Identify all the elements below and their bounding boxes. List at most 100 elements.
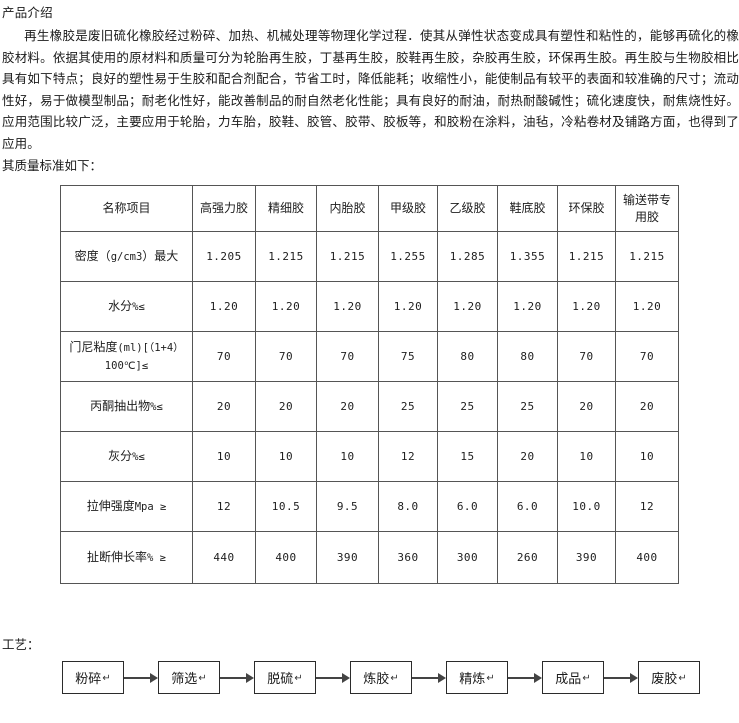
table-cell: 75: [378, 331, 438, 382]
table-header-cell-8: 输送带专 用胶: [615, 185, 679, 232]
table-cell: 1.355: [497, 231, 558, 282]
pilcrow-icon: ↵: [294, 673, 303, 684]
table-cell: 1.285: [437, 231, 498, 282]
table-header-cell-2: 精细胶: [255, 185, 317, 232]
process-label: 工艺：: [2, 637, 40, 652]
table-header-cell-4: 甲级胶: [378, 185, 438, 232]
table-row: 门尼粘度(ml)[（1+4） 100℃]≤ 70 70 70 75 80 80 7…: [60, 331, 679, 382]
header-line-1: 输送带专: [622, 192, 671, 207]
table-cell: 20: [615, 381, 679, 432]
product-intro-section: 产品介绍 再生橡胶是废旧硫化橡胶经过粉碎、加热、机械处理等物理化学过程．使其从弹…: [2, 4, 739, 154]
flow-step-label: 成品: [555, 672, 582, 687]
arrow-head: [630, 672, 638, 683]
table-cell: 70: [557, 331, 616, 382]
table-cell: 20: [255, 381, 317, 432]
flow-step-label: 脱硫: [267, 672, 294, 687]
table-cell: 70: [255, 331, 317, 382]
label-line2: 100℃]≤: [104, 359, 149, 372]
arrow-shaft: [508, 676, 535, 679]
table-cell: 10: [255, 431, 317, 482]
pilcrow-icon: ↵: [390, 673, 399, 684]
table-cell: 6.0: [437, 481, 498, 532]
arrow-head: [150, 672, 158, 683]
flow-step-waste-rubber: 废胶 ↵: [638, 661, 700, 694]
table-cell: 400: [255, 531, 317, 584]
specification-table: 名称项目 高强力胶 精细胶 内胎胶 甲级胶 乙级胶 鞋底胶 环保胶 输送带专 用胶…: [60, 185, 679, 584]
table-cell: 440: [192, 531, 256, 584]
table-cell: 260: [497, 531, 558, 584]
table-row: 拉伸强度Mpa ≥ 12 10.5 9.5 8.0 6.0 6.0 10.0 1…: [60, 481, 679, 532]
table-header-cell-6: 鞋底胶: [497, 185, 558, 232]
flow-step-crushing: 粉碎 ↵: [62, 661, 124, 694]
table-cell: 25: [437, 381, 498, 432]
table-cell: 25: [378, 381, 438, 432]
table-row: 密度（g/cm3）最大 1.205 1.215 1.215 1.255 1.28…: [60, 231, 679, 282]
flow-arrow-icon: [220, 672, 254, 683]
table-cell: 1.20: [497, 281, 558, 332]
label-post: ）最大: [142, 248, 179, 263]
pilcrow-icon: ↵: [102, 673, 111, 684]
arrow-shaft: [604, 676, 631, 679]
table-cell: 1.20: [255, 281, 317, 332]
pilcrow-icon: ↵: [582, 673, 591, 684]
quality-standards-label: 其质量标准如下：: [2, 158, 103, 173]
table-header-cell-7: 环保胶: [557, 185, 616, 232]
arrow-shaft: [316, 676, 343, 679]
label-pre: 丙酮抽出物: [90, 398, 151, 413]
table-cell: 1.20: [192, 281, 256, 332]
table-cell: 1.20: [557, 281, 616, 332]
label-line1-pre: 门尼粘度: [69, 339, 118, 354]
table-cell: 1.215: [557, 231, 616, 282]
table-cell: 1.20: [437, 281, 498, 332]
arrow-head: [438, 672, 446, 683]
table-cell: 70: [316, 331, 379, 382]
flow-step-label: 精炼: [459, 672, 486, 687]
table-cell: 1.20: [615, 281, 679, 332]
arrow-head: [246, 672, 254, 683]
arrow-shaft: [220, 676, 247, 679]
table-cell: 70: [192, 331, 256, 382]
table-cell: 20: [316, 381, 379, 432]
table-cell: 1.215: [615, 231, 679, 282]
label-unit: %≤: [150, 400, 163, 413]
table-cell: 390: [316, 531, 379, 584]
label-unit: %≤: [132, 300, 145, 313]
arrow-head: [342, 672, 350, 683]
table-row: 水分%≤ 1.20 1.20 1.20 1.20 1.20 1.20 1.20 …: [60, 281, 679, 332]
flow-arrow-icon: [508, 672, 542, 683]
row-label-acetone-extract: 丙酮抽出物%≤: [60, 381, 193, 432]
table-row: 扯断伸长率% ≥ 440 400 390 360 300 260 390 400: [60, 531, 679, 584]
label-pre: 水分: [108, 298, 133, 313]
flow-step-refining: 精炼 ↵: [446, 661, 508, 694]
pilcrow-icon: ↵: [678, 673, 687, 684]
table-cell: 300: [437, 531, 498, 584]
table-header-row: 名称项目 高强力胶 精细胶 内胎胶 甲级胶 乙级胶 鞋底胶 环保胶 输送带专 用胶: [60, 185, 679, 232]
table-cell: 80: [437, 331, 498, 382]
table-cell: 10: [192, 431, 256, 482]
flow-step-label: 粉碎: [75, 672, 102, 687]
table-cell: 390: [557, 531, 616, 584]
pilcrow-icon: ↵: [198, 673, 207, 684]
table-cell: 70: [615, 331, 679, 382]
table-cell: 6.0: [497, 481, 558, 532]
row-label-density: 密度（g/cm3）最大: [60, 231, 193, 282]
table-cell: 10.5: [255, 481, 317, 532]
label-unit: %≤: [132, 450, 145, 463]
table-cell: 1.255: [378, 231, 438, 282]
pilcrow-icon: ↵: [486, 673, 495, 684]
table-cell: 15: [437, 431, 498, 482]
table-cell: 10.0: [557, 481, 616, 532]
table-header-cell-3: 内胎胶: [316, 185, 379, 232]
arrow-head: [534, 672, 542, 683]
flow-arrow-icon: [124, 672, 158, 683]
table-cell: 10: [557, 431, 616, 482]
row-label-elongation-at-break: 扯断伸长率% ≥: [60, 531, 193, 584]
table-cell: 25: [497, 381, 558, 432]
table-cell: 9.5: [316, 481, 379, 532]
row-label-tensile-strength: 拉伸强度Mpa ≥: [60, 481, 193, 532]
page-title: 产品介绍: [2, 5, 53, 20]
table-cell: 1.20: [316, 281, 379, 332]
table-cell: 10: [316, 431, 379, 482]
table-cell: 20: [192, 381, 256, 432]
